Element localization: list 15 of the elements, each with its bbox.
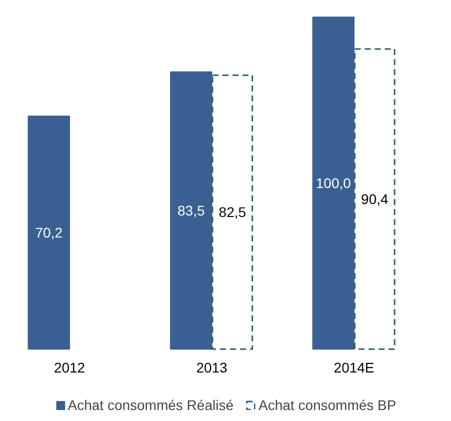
- x-tick-label: 2013: [196, 359, 228, 376]
- bar: [212, 74, 254, 350]
- data-label: 82,5: [218, 204, 246, 220]
- bar: [354, 48, 396, 350]
- x-tick-label: 2012: [54, 359, 86, 376]
- data-label: 90,4: [361, 191, 388, 208]
- legend-label: Achat consommés BP: [258, 397, 396, 413]
- bar: [312, 16, 355, 350]
- data-label: 100,0: [316, 175, 352, 192]
- legend-label: Achat consommés Réalisé: [68, 397, 234, 413]
- bar: [28, 116, 70, 350]
- data-label: 83,5: [178, 202, 205, 219]
- data-label: 70,2: [35, 224, 63, 241]
- x-tick-label: 2014E: [334, 359, 374, 376]
- bar: [170, 71, 212, 350]
